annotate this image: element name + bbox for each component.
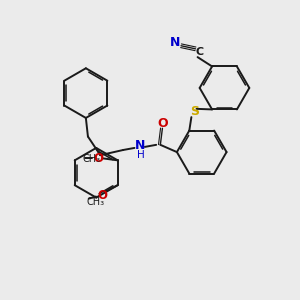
Text: N: N xyxy=(169,36,180,49)
Text: CH₃: CH₃ xyxy=(82,154,101,164)
Text: O: O xyxy=(93,152,103,165)
Text: CH₃: CH₃ xyxy=(87,197,105,207)
Text: S: S xyxy=(190,105,199,119)
Text: O: O xyxy=(157,117,168,130)
Text: O: O xyxy=(97,189,107,202)
Text: N: N xyxy=(134,140,145,152)
Text: H: H xyxy=(137,150,145,160)
Text: C: C xyxy=(196,47,204,57)
